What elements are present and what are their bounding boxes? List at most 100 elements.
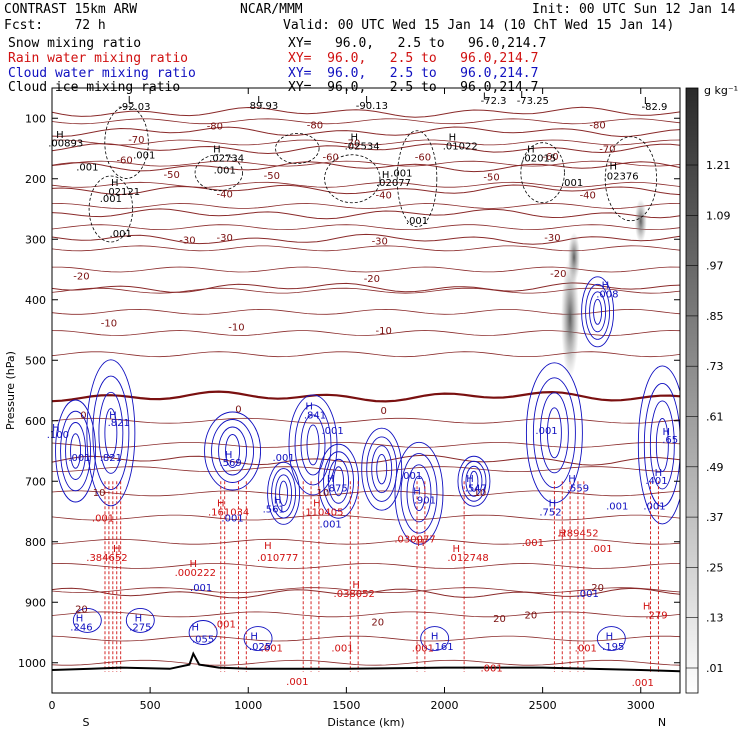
snow-ice-label: .001 <box>110 229 132 240</box>
cloud-water-contour <box>655 418 669 472</box>
isotherm-label: -30 <box>179 235 195 246</box>
header-center: NCAR/MMM <box>240 2 303 17</box>
rain-water-label: .001 <box>632 678 654 689</box>
rain-water-label: H <box>417 538 425 549</box>
isotherm-label: -60 <box>323 152 339 163</box>
snow-ice-label: H <box>610 161 618 172</box>
rain-water-label: .001 <box>286 677 308 688</box>
snow-ice-label: -72.3 <box>481 96 507 107</box>
cloud-water-contour <box>406 464 432 523</box>
x-tick-label: 1500 <box>332 699 360 712</box>
snow-ice-label: .02015 <box>521 154 556 165</box>
cloud-water-label: .901 <box>414 495 436 506</box>
y-tick-label: 500 <box>25 354 46 367</box>
snow-ice-label: H <box>350 132 358 143</box>
isotherm-label: -20 <box>550 269 566 280</box>
cloud-water-contour <box>125 607 155 633</box>
rain-water-label: H <box>453 544 461 555</box>
colorbar-tick-label: .73 <box>706 360 724 373</box>
cloud-water-label: .001 <box>190 583 212 594</box>
isotherm-label: 20 <box>371 618 384 629</box>
cloud-ice-shade <box>634 199 647 244</box>
snow-ice-label: H <box>111 178 119 189</box>
cloud-water-label: .547 <box>465 483 487 494</box>
snow-ice-label: L <box>257 95 263 106</box>
cloud-water-contour <box>371 445 393 494</box>
snow-ice-label: L <box>483 91 489 102</box>
cloud-water-label: .821 <box>108 418 130 429</box>
cloud-water-label: .001 <box>322 426 344 437</box>
isotherm-line <box>52 160 680 167</box>
rain-water-label: H <box>352 580 360 591</box>
isotherm-label: -60 <box>415 152 431 163</box>
isotherm-label: -60 <box>116 155 132 166</box>
cloud-water-label: H <box>52 423 60 434</box>
cloud-water-label: H <box>76 613 84 624</box>
snow-ice-label: H <box>449 132 457 143</box>
cloud-water-contour <box>361 427 403 511</box>
isotherm-label: 20 <box>75 604 88 615</box>
cloud-water-contour <box>104 408 118 458</box>
snow-ice-label: .02376 <box>604 172 639 183</box>
cloud-water-contour <box>585 283 611 340</box>
cloud-water-label: .752 <box>539 508 561 519</box>
isotherm-label: -60 <box>542 152 558 163</box>
y-tick-label: 600 <box>25 415 46 428</box>
cloud-water-contour <box>70 433 82 469</box>
colorbar-tick-label: .13 <box>706 612 724 625</box>
snow-ice-label: 89.93 <box>250 101 279 112</box>
snow-ice-label: H <box>213 145 221 156</box>
snow-contour <box>396 130 438 228</box>
rain-water-label: .001 <box>331 644 353 655</box>
cloud-water-contour <box>465 465 483 497</box>
rain-water-label: .012748 <box>447 553 488 564</box>
isotherm-label: -40 <box>580 190 596 201</box>
isotherm--70 <box>52 126 680 138</box>
snow-ice-label: L <box>520 90 526 101</box>
colorbar-tick-label: 1.21 <box>706 159 731 172</box>
cloud-water-label: .008 <box>596 290 618 301</box>
plot-frame <box>51 87 681 694</box>
isotherm-line <box>52 490 680 497</box>
colorbar-tick-label: .49 <box>706 461 724 474</box>
isotherm-label: -30 <box>544 233 560 244</box>
cloud-water-label: .001 <box>221 514 243 525</box>
cloud-water-contour <box>469 470 479 492</box>
cloud-water-contour <box>294 404 332 486</box>
cloud-water-contour <box>394 441 444 545</box>
isotherm-label: -50 <box>483 172 499 183</box>
cloud-water-contour <box>288 394 338 496</box>
colorbar-tick-label: .01 <box>706 662 724 675</box>
cloud-water-label: .001 <box>320 520 342 531</box>
cloud-ice-shade <box>568 232 581 283</box>
isotherm-line <box>52 351 680 358</box>
cloud-water-label: H <box>655 468 663 479</box>
isotherm--30 <box>52 208 680 220</box>
isotherm-line <box>52 587 680 594</box>
colorbar-tick-label: .37 <box>706 511 724 524</box>
cloud-water-label: .161 <box>431 642 453 653</box>
snow-ice-label: -73.25 <box>517 96 549 107</box>
cloud-water-label: .569 <box>219 458 241 469</box>
cloud-water-contour <box>376 453 388 485</box>
isotherm-line <box>52 118 680 125</box>
snow-contour <box>324 154 381 204</box>
isotherm-line <box>52 514 680 521</box>
cloud-water-label: .001 <box>400 471 422 482</box>
rain-water-label: .384652 <box>86 553 127 564</box>
isotherm-label: 10 <box>316 488 329 499</box>
isotherm-label: 0 <box>380 406 386 417</box>
y-tick-label: 700 <box>25 475 46 488</box>
cloud-water-contour <box>60 410 92 492</box>
cloud-water-contour <box>204 411 262 491</box>
isotherm-label: 20 <box>524 610 537 621</box>
cloud-water-label: H <box>606 632 614 643</box>
header-fcst: Fcst: 72 h <box>4 18 106 33</box>
cloud-water-label: H <box>327 474 335 485</box>
isotherm-label: -20 <box>73 272 89 283</box>
isotherm-label: 0 <box>80 411 86 422</box>
snow-ice-label: .001 <box>100 194 122 205</box>
rain-water-label: H <box>113 544 121 555</box>
cloud-water-contour <box>596 626 626 651</box>
isotherm-label: -50 <box>264 171 280 182</box>
